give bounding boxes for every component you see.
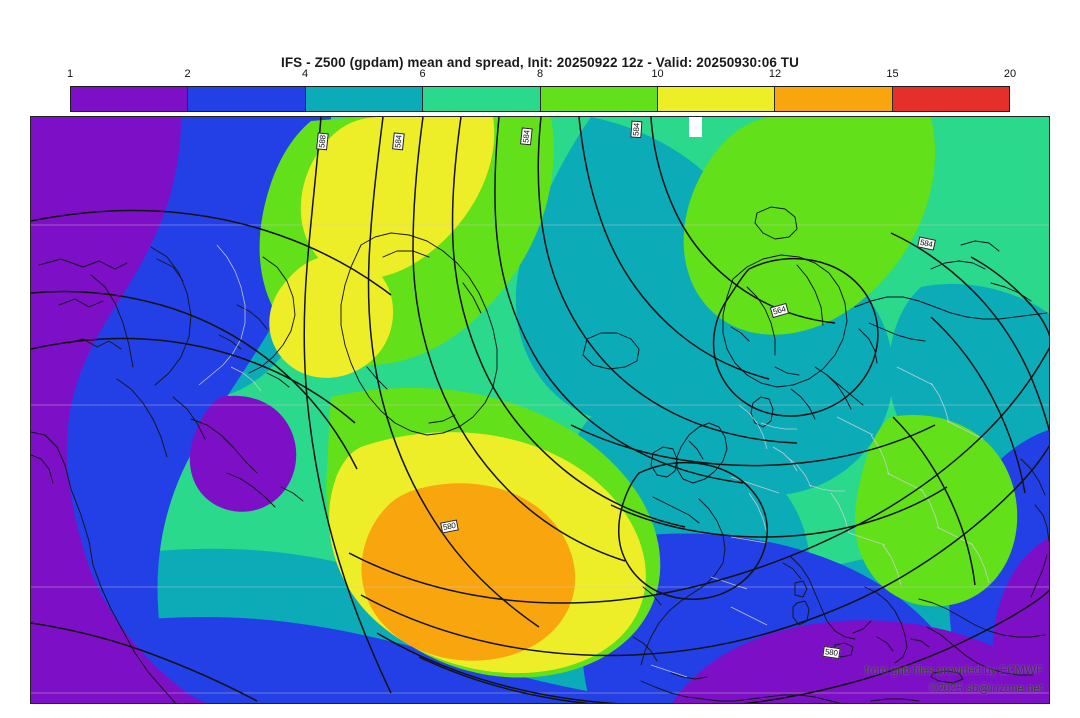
contour-label: 584 bbox=[630, 120, 643, 139]
graticule bbox=[31, 224, 1049, 694]
colorbar-bands bbox=[70, 86, 1010, 112]
page-title: IFS - Z500 (gpdam) mean and spread, Init… bbox=[280, 55, 799, 70]
data-source-credit: from grib files provided by ECMWF bbox=[864, 665, 1043, 677]
spread-band-1-2-e bbox=[189, 395, 297, 512]
copyright-credit: ©2025 sb@irizone.net bbox=[928, 683, 1043, 695]
contour-label: 588 bbox=[316, 132, 329, 151]
spread-band-8-10-d bbox=[683, 117, 936, 335]
contour-label: 580 bbox=[822, 645, 841, 660]
colorbar-segment-12-15 bbox=[775, 87, 893, 111]
colorbar-tick-20: 20 bbox=[1003, 68, 1017, 80]
map-data-gap bbox=[689, 117, 702, 137]
contour-label: 584 bbox=[392, 132, 405, 151]
colorbar-segment-4-6 bbox=[305, 87, 424, 111]
spread-band-2-4-c bbox=[31, 617, 1049, 703]
colorbar-tick-10: 10 bbox=[651, 68, 664, 80]
spread-band-12-15 bbox=[361, 483, 576, 661]
colorbar: 1 2 4 6 8 10 12 15 20 bbox=[66, 68, 1016, 114]
map-graphics bbox=[31, 117, 1049, 703]
spread-band-1-2-b bbox=[31, 547, 207, 703]
colorbar-tick-15: 15 bbox=[886, 68, 899, 80]
colorbar-segment-15-20 bbox=[892, 87, 1009, 111]
spread-band-10-12 bbox=[300, 117, 495, 279]
spread-band-8-10-e bbox=[854, 415, 1018, 607]
colorbar-tick-4: 4 bbox=[301, 68, 309, 80]
colorbar-tick-2: 2 bbox=[184, 68, 191, 80]
colorbar-tick-8: 8 bbox=[536, 68, 544, 80]
colorbar-segment-10-12 bbox=[657, 87, 776, 111]
coastlines bbox=[31, 206, 1049, 703]
colorbar-segment-1-2 bbox=[71, 87, 189, 111]
colorbar-segment-6-8 bbox=[423, 87, 541, 111]
colorbar-segment-8-10 bbox=[540, 87, 658, 111]
colorbar-tick-labels: 1 2 4 6 8 10 12 15 20 bbox=[66, 68, 1016, 84]
political-borders bbox=[198, 244, 990, 678]
spread-band-1-2-d bbox=[992, 538, 1049, 703]
spread-band-10-12-b bbox=[269, 254, 394, 378]
spread-band-1-2 bbox=[31, 117, 181, 547]
colorbar-tick-1: 1 bbox=[66, 68, 74, 80]
map-canvas: 588 584 584 584 584 564 580 580 from gri… bbox=[31, 117, 1049, 703]
colorbar-segment-2-4 bbox=[188, 87, 306, 111]
map-panel[interactable]: 588 584 584 584 584 564 580 580 from gri… bbox=[30, 116, 1050, 704]
colorbar-tick-12: 12 bbox=[768, 68, 782, 80]
colorbar-tick-6: 6 bbox=[419, 68, 426, 80]
contour-label: 584 bbox=[520, 127, 533, 146]
z500-contours bbox=[31, 117, 1049, 703]
